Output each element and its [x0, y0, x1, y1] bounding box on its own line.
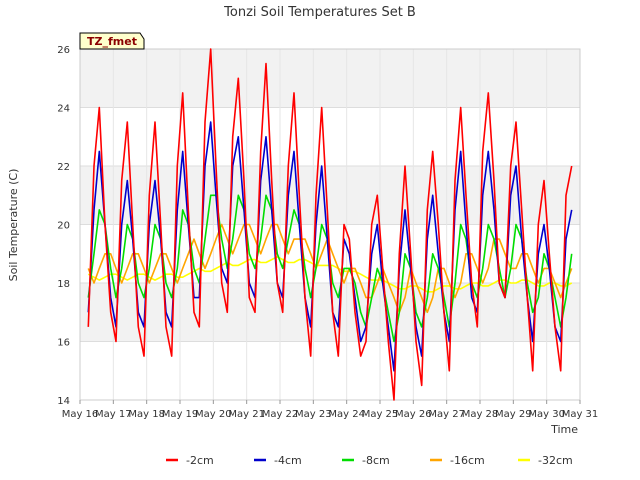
x-tick-label: May 25: [362, 409, 399, 420]
plot-band: [80, 341, 580, 400]
station-badge: TZ_fmet: [79, 32, 145, 50]
y-axis-label: Soil Temperature (C): [7, 169, 20, 282]
x-tick-label: May 30: [528, 409, 565, 420]
y-tick-labels: 14 16 18 20 22 24 26: [57, 45, 70, 407]
x-tick-label: May 20: [195, 409, 232, 420]
y-tick-label: 24: [57, 104, 70, 115]
legend: -2cm -4cm -8cm -16cm -32cm: [166, 454, 573, 467]
legend-item: -4cm: [254, 454, 302, 467]
legend-item: -16cm: [430, 454, 485, 467]
legend-label: -4cm: [274, 454, 302, 467]
x-tick-label: May 31: [562, 409, 599, 420]
legend-item: -32cm: [518, 454, 573, 467]
y-tick-label: 16: [57, 338, 70, 349]
plot-frame: [79, 48, 581, 401]
y-tick-label: 18: [57, 279, 70, 290]
chart-title: Tonzi Soil Temperatures Set B: [223, 5, 416, 20]
legend-item: -8cm: [342, 454, 390, 467]
y-tick-label: 26: [57, 45, 70, 56]
legend-label: -2cm: [186, 454, 214, 467]
legend-label: -16cm: [450, 454, 485, 467]
legend-label: -32cm: [538, 454, 573, 467]
x-tick-label: May 27: [428, 409, 465, 420]
series-line-2cm: [87, 48, 573, 401]
x-tick-label: May 28: [462, 409, 499, 420]
legend-item: -2cm: [166, 454, 214, 467]
x-tick-label: May 18: [128, 409, 165, 420]
x-tick-label: May 17: [95, 409, 132, 420]
x-tick-label: May 29: [495, 409, 532, 420]
badge-label: TZ_fmet: [87, 35, 137, 48]
x-tick-label: May 26: [395, 409, 432, 420]
y-tick-label: 22: [57, 162, 70, 173]
x-axis-label: Time: [550, 423, 578, 436]
legend-label: -8cm: [362, 454, 390, 467]
series-layer: [87, 48, 573, 401]
y-tick-label: 20: [57, 221, 70, 232]
plot-band: [80, 166, 580, 225]
x-tick-label: May 21: [228, 409, 265, 420]
plot-band: [80, 49, 580, 108]
x-tick-label: May 19: [162, 409, 199, 420]
y-tick-label: 14: [57, 396, 70, 407]
plot-band: [80, 283, 580, 342]
x-tick-label: May 16: [62, 409, 99, 420]
x-tick-label: May 23: [295, 409, 332, 420]
plot-band: [80, 107, 580, 166]
badge-shape: [79, 32, 145, 50]
x-tick-label: May 24: [328, 409, 365, 420]
x-tick-label: May 22: [262, 409, 299, 420]
